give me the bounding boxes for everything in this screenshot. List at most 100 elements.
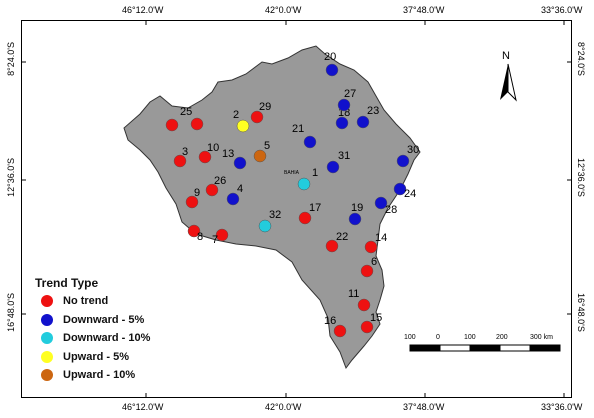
legend-label: Upward - 5% (63, 350, 130, 363)
station-label: 29 (259, 101, 271, 113)
station-marker-13 (233, 156, 247, 170)
legend-swatch (41, 369, 53, 382)
station-label: 30 (407, 144, 419, 156)
station-label: 9 (194, 187, 200, 199)
map-frame (21, 20, 572, 398)
station-marker-unlabeled (190, 117, 204, 131)
legend-swatch (41, 332, 53, 345)
bottom-lon-label: 37°48.0'W (403, 402, 445, 412)
bottom-lon-label: 42°0.0'W (265, 402, 302, 412)
station-label: 8 (197, 231, 203, 243)
station-label: 14 (375, 232, 387, 244)
station-label: 28 (385, 204, 397, 216)
legend-label: Downward - 10% (63, 332, 151, 345)
station-marker-4 (226, 192, 240, 206)
station-label: 4 (237, 183, 243, 195)
station-marker-5 (253, 149, 267, 163)
frame-ticks (21, 20, 572, 398)
station-marker-15 (360, 320, 374, 334)
top-lon-label: 37°48.0'W (403, 5, 445, 15)
legend-swatch (41, 295, 53, 308)
north-label: N (502, 50, 510, 62)
station-label: 27 (344, 88, 356, 100)
station-marker-17 (298, 211, 312, 225)
station-label: 19 (351, 202, 363, 214)
station-marker-22 (325, 239, 339, 253)
station-label: 21 (292, 123, 304, 135)
station-label: 23 (367, 105, 379, 117)
north-arrow-icon (500, 63, 517, 102)
right-lat-label: 8°24.0'S (576, 42, 586, 76)
scale-label: 300 km (530, 334, 553, 341)
station-marker-32 (258, 219, 272, 233)
legend-label: Downward - 5% (63, 313, 145, 326)
station-label: 7 (212, 234, 218, 246)
right-lat-label: 12°36.0'S (576, 158, 586, 197)
station-label: 17 (309, 202, 321, 214)
legend-item-downward-5: Downward - 5% (35, 311, 195, 330)
scale-label: 100 (404, 334, 416, 341)
station-marker-21 (303, 135, 317, 149)
station-label: 25 (180, 106, 192, 118)
station-label: 3 (182, 146, 188, 158)
station-label: 32 (269, 209, 281, 221)
station-label: 15 (370, 312, 382, 324)
station-marker-9 (185, 195, 199, 209)
legend-swatch (41, 313, 53, 326)
region-label: BAHIA (284, 170, 300, 176)
bottom-lon-label: 33°36.0'W (541, 402, 583, 412)
station-marker-23 (356, 115, 370, 129)
legend-label: No trend (63, 295, 109, 308)
legend-swatch (41, 350, 53, 363)
station-marker-30 (396, 154, 410, 168)
scale-bar (409, 344, 561, 352)
bottom-lon-label: 46°12.0'W (122, 402, 164, 412)
station-label: 10 (207, 142, 219, 154)
station-label: 22 (336, 231, 348, 243)
station-marker-28 (374, 196, 388, 210)
station-label: 16 (324, 315, 336, 327)
legend-title: Trend Type (35, 276, 99, 290)
station-marker-19 (348, 212, 362, 226)
station-marker-26 (205, 183, 219, 197)
station-label: 6 (371, 256, 377, 268)
scale-label: 0 (436, 334, 440, 341)
station-label: 26 (214, 175, 226, 187)
top-lon-label: 42°0.0'W (265, 5, 302, 15)
station-marker-24 (393, 182, 407, 196)
station-marker-11 (357, 298, 371, 312)
station-marker-20 (325, 63, 339, 77)
legend-item-no-trend: No trend (35, 292, 195, 311)
legend-item-upward-10: Upward - 10% (35, 366, 195, 385)
station-marker-10 (198, 150, 212, 164)
station-marker-31 (326, 160, 340, 174)
top-lon-label: 33°36.0'W (541, 5, 583, 15)
station-label: 1 (312, 167, 318, 179)
legend: Trend Type No trend Downward - 5% Downwa… (35, 276, 195, 385)
station-marker-2 (236, 119, 250, 133)
station-marker-29 (250, 110, 264, 124)
legend-item-downward-10: Downward - 10% (35, 329, 195, 348)
legend-item-upward-5: Upward - 5% (35, 348, 195, 367)
right-lat-label: 16°48.0'S (576, 293, 586, 332)
station-marker-16 (333, 324, 347, 338)
station-label: 31 (338, 150, 350, 162)
station-marker-27 (337, 98, 351, 112)
station-label: 24 (404, 188, 416, 200)
station-marker-18 (335, 116, 349, 130)
station-marker-14 (364, 240, 378, 254)
station-label: 11 (348, 288, 359, 300)
station-label: 20 (324, 51, 336, 63)
station-label: 13 (222, 148, 234, 160)
scale-label: 200 (496, 334, 508, 341)
station-label: 5 (264, 140, 270, 152)
station-marker-3 (173, 154, 187, 168)
station-marker-7 (215, 228, 229, 242)
scale-label: 100 (464, 334, 476, 341)
station-marker-8 (187, 224, 201, 238)
station-marker-6 (360, 264, 374, 278)
station-marker-1 (297, 177, 311, 191)
station-label: 2 (233, 109, 239, 121)
station-marker-25 (165, 118, 179, 132)
